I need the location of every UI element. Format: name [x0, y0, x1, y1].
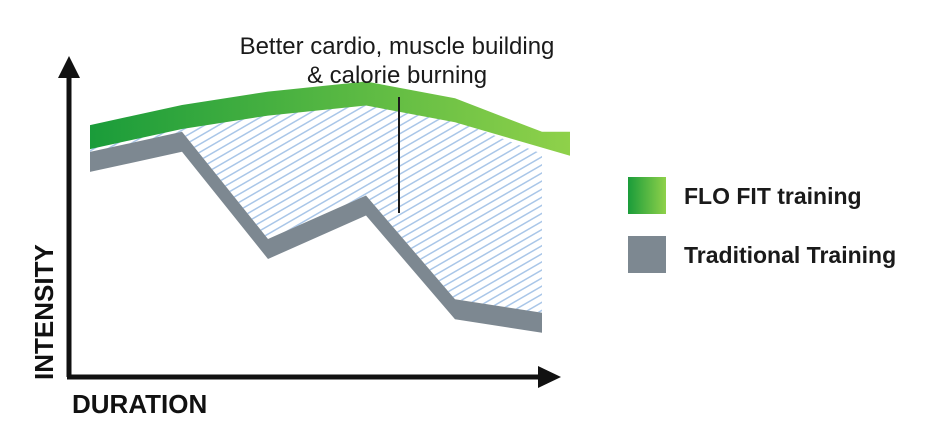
- x-axis-arrow: [538, 366, 561, 388]
- x-axis-label: DURATION: [72, 389, 207, 419]
- y-axis-arrow: [58, 56, 80, 78]
- difference-area: [90, 103, 542, 313]
- legend-label-traditional: Traditional Training: [684, 242, 896, 268]
- series-flo-fit-training-band: [90, 81, 570, 156]
- annotation-line-1: Better cardio, muscle building: [240, 33, 555, 60]
- series-traditional-training-band: [90, 131, 542, 333]
- y-axis-label: INTENSITY: [29, 244, 59, 380]
- annotation-line-2: & calorie burning: [307, 62, 487, 89]
- legend-swatch-flo-fit: [628, 177, 666, 214]
- legend-label-flo-fit: FLO FIT training: [684, 183, 862, 209]
- legend-swatch-traditional: [628, 236, 666, 273]
